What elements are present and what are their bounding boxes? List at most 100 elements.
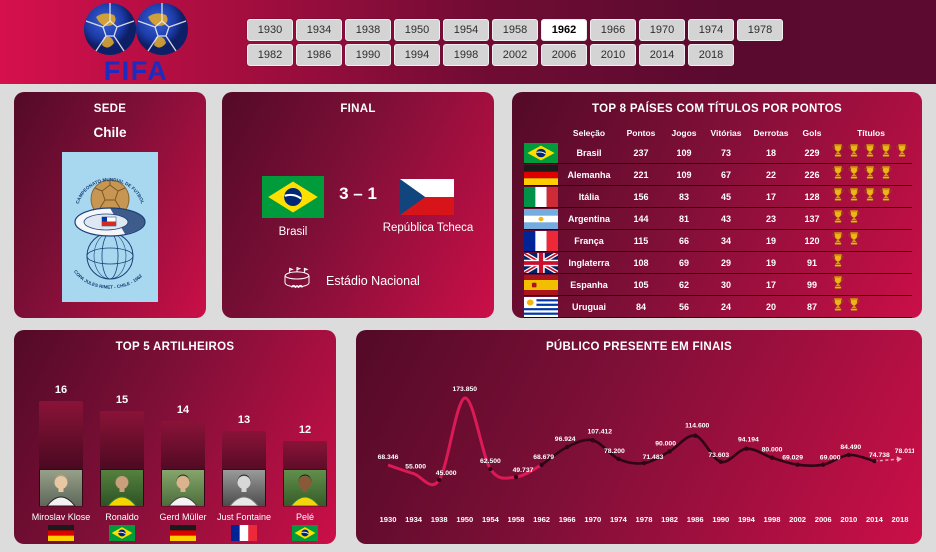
cell-derrotas: 18: [765, 147, 776, 158]
cell-gols: 99: [806, 279, 817, 290]
table-row-inglaterra[interactable]: Inglaterra 108 69 29 19 91: [524, 252, 912, 274]
data-point-2014[interactable]: [872, 458, 877, 464]
header-bar: FIFA 1930 1934 1938 1950 1954 1958 1962 1966 197…: [0, 0, 936, 87]
country-flag-icon: [524, 274, 558, 295]
x-axis-label-1938: 1938: [431, 515, 448, 524]
country-flag-icon: [524, 142, 558, 163]
year-button-2010[interactable]: 2010: [590, 44, 636, 66]
x-axis-label-1966: 1966: [559, 515, 576, 524]
cell-name: Itália: [578, 191, 600, 202]
year-button-1998[interactable]: 1998: [443, 44, 489, 66]
data-point-1970[interactable]: [590, 438, 595, 443]
data-point-1962[interactable]: [539, 462, 544, 468]
data-point-1974[interactable]: [616, 456, 621, 462]
year-button-1994[interactable]: 1994: [394, 44, 440, 66]
table-row-argentina[interactable]: Argentina 144 81 43 23 137: [524, 208, 912, 230]
fifa-globes-icon: [70, 3, 202, 61]
year-button-1970[interactable]: 1970: [639, 19, 685, 41]
year-button-2006[interactable]: 2006: [541, 44, 587, 66]
card-final: FINAL 3 – 1 Brasil República Tcheca Está…: [222, 92, 494, 318]
data-point-1986[interactable]: [693, 433, 698, 438]
data-point-1994[interactable]: [744, 446, 749, 451]
cell-derrotas: 19: [765, 235, 776, 246]
data-point-2002[interactable]: [795, 462, 800, 467]
year-button-1958[interactable]: 1958: [492, 19, 538, 41]
table-row-brasil[interactable]: Brasil 237 109 73 18 229: [524, 142, 912, 164]
table-header-row: Seleção Pontos Jogos Vitórias Derrotas Gols Tí…: [524, 124, 912, 142]
data-point-1954[interactable]: [488, 466, 493, 472]
trophy-icon: [848, 165, 860, 184]
year-button-1986[interactable]: 1986: [296, 44, 342, 66]
cell-pontos: 144: [633, 213, 649, 224]
year-button-1978[interactable]: 1978: [737, 19, 783, 41]
year-button-1930[interactable]: 1930: [247, 19, 293, 41]
scorer-photo-pele: [284, 470, 326, 506]
attendance-line-chart[interactable]: 68.346 55.000 45.000 173.850 62.500 49.737 68.…: [364, 352, 914, 537]
cell-vitorias: 34: [720, 235, 731, 246]
trophy-icon: [864, 143, 876, 162]
year-button-1990[interactable]: 1990: [345, 44, 391, 66]
scorer-goals-value: 16: [54, 384, 68, 396]
year-button-2018[interactable]: 2018: [688, 44, 734, 66]
scorer-flag-icon-br: [292, 525, 318, 541]
table-row-uruguai[interactable]: Uruguai 84 56 24 20 87: [524, 296, 912, 318]
trophies-cell: [830, 209, 912, 228]
year-button-2014[interactable]: 2014: [639, 44, 685, 66]
trend-dashed-line: [874, 458, 901, 462]
trophy-icon: [848, 143, 860, 162]
scorer-flag-icon-de: [170, 525, 196, 541]
data-point-1990[interactable]: [718, 459, 723, 464]
scorer-goals-value: 12: [298, 424, 312, 436]
data-point-1966[interactable]: [565, 444, 570, 450]
trophy-icon: [832, 275, 844, 294]
cell-vitorias: 73: [720, 147, 731, 158]
year-button-1962[interactable]: 1962: [541, 19, 587, 41]
column-header-pontos: Pontos: [626, 128, 656, 138]
value-label-1930: 68.346: [378, 454, 399, 461]
cell-vitorias: 45: [720, 191, 731, 202]
table-row-alemanha[interactable]: Alemanha 221 109 67 22 226: [524, 164, 912, 186]
trophy-icon: [880, 143, 892, 162]
data-point-2006[interactable]: [821, 462, 826, 467]
data-point-1978[interactable]: [641, 460, 647, 466]
cell-gols: 87: [806, 301, 817, 312]
table-row-itália[interactable]: Itália 156 83 45 17 128: [524, 186, 912, 208]
cell-derrotas: 17: [765, 279, 776, 290]
cell-pontos: 237: [633, 147, 649, 158]
table-row-frança[interactable]: França 115 66 34 19 120: [524, 230, 912, 252]
year-button-1938[interactable]: 1938: [345, 19, 391, 41]
scorer-name: Pelé: [295, 512, 314, 522]
data-point-1982[interactable]: [667, 449, 672, 454]
year-button-1982[interactable]: 1982: [247, 44, 293, 66]
data-point-1938[interactable]: [437, 477, 442, 483]
x-axis-label-2010: 2010: [840, 515, 857, 524]
cell-jogos: 62: [678, 279, 689, 290]
year-button-1954[interactable]: 1954: [443, 19, 489, 41]
fifa-logo: FIFA: [58, 1, 214, 87]
x-axis-label-1982: 1982: [661, 515, 678, 524]
trophies-cell: [830, 143, 912, 162]
attendance-title: PÚBLICO PRESENTE EM FINAIS: [545, 341, 733, 353]
scorer-photo-ronaldo: [101, 470, 143, 506]
cell-pontos: 221: [633, 169, 649, 180]
year-button-1966[interactable]: 1966: [590, 19, 636, 41]
cell-vitorias: 24: [720, 301, 731, 312]
trophy-icon: [864, 165, 876, 184]
data-point-1958[interactable]: [513, 474, 519, 480]
top-scorers-chart: 16 Miroslav Klose 15 Ronaldo 14 Gerd Müller 13…: [14, 330, 336, 544]
table-row-espanha[interactable]: Espanha 105 62 30 17 99: [524, 274, 912, 296]
value-label-1998: 80.000: [762, 447, 783, 454]
cell-derrotas: 17: [765, 191, 776, 202]
data-point-1998[interactable]: [769, 455, 775, 460]
x-axis-label-2006: 2006: [815, 515, 832, 524]
year-button-1934[interactable]: 1934: [296, 19, 342, 41]
trophy-icon: [832, 143, 844, 162]
value-label-1986: 114.600: [685, 423, 709, 430]
trophy-icon: [848, 297, 860, 316]
year-button-2002[interactable]: 2002: [492, 44, 538, 66]
year-button-1974[interactable]: 1974: [688, 19, 734, 41]
year-button-1950[interactable]: 1950: [394, 19, 440, 41]
data-point-2010[interactable]: [846, 452, 851, 458]
trophy-icon: [832, 165, 844, 184]
